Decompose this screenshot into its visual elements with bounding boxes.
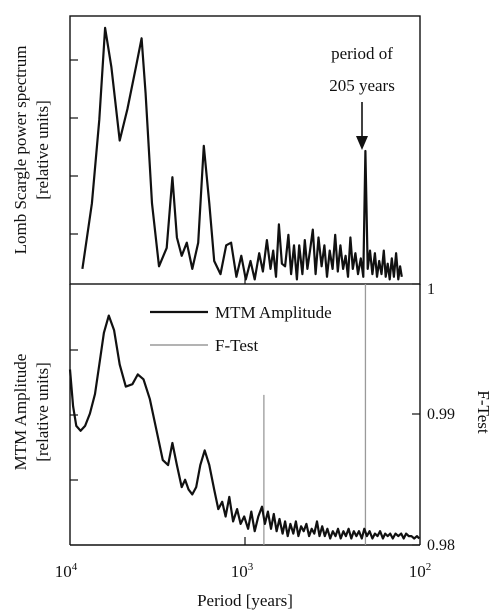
annotation-line1: period of [331,44,393,63]
y2-tick-label-1: 1 [427,281,435,298]
legend-label-ftest: F-Test [215,336,258,355]
annotation-line2: 205 years [329,76,395,95]
right-ylabel: F-Test [474,390,492,433]
arrow-down-icon [356,136,368,150]
ftest-series [263,284,367,545]
y2-tick-label-099: 0.99 [427,406,455,423]
top-ylabel-line1: Lomb Scargle power spectrum [11,46,30,255]
bottom-ylabel-line2: [relative units] [33,362,52,462]
lomb-scargle-line [81,26,403,281]
x-tick-label-1e2: 102 [409,561,432,581]
y2-tick-label-098: 0.98 [427,537,455,554]
bottom-ylabel-line1: MTM Amplitude [11,354,30,471]
x-axis-label: Period [years] [197,591,293,610]
right-axis-ticks [412,283,420,546]
x-tick-label-1e4: 104 [55,561,78,581]
mtm-amplitude-line [68,314,421,540]
x-tick-label-1e3: 103 [231,561,254,581]
legend-label-mtm: MTM Amplitude [215,303,332,322]
top-left-ticks [70,59,78,235]
top-ylabel-line2: [relative units] [33,100,52,200]
